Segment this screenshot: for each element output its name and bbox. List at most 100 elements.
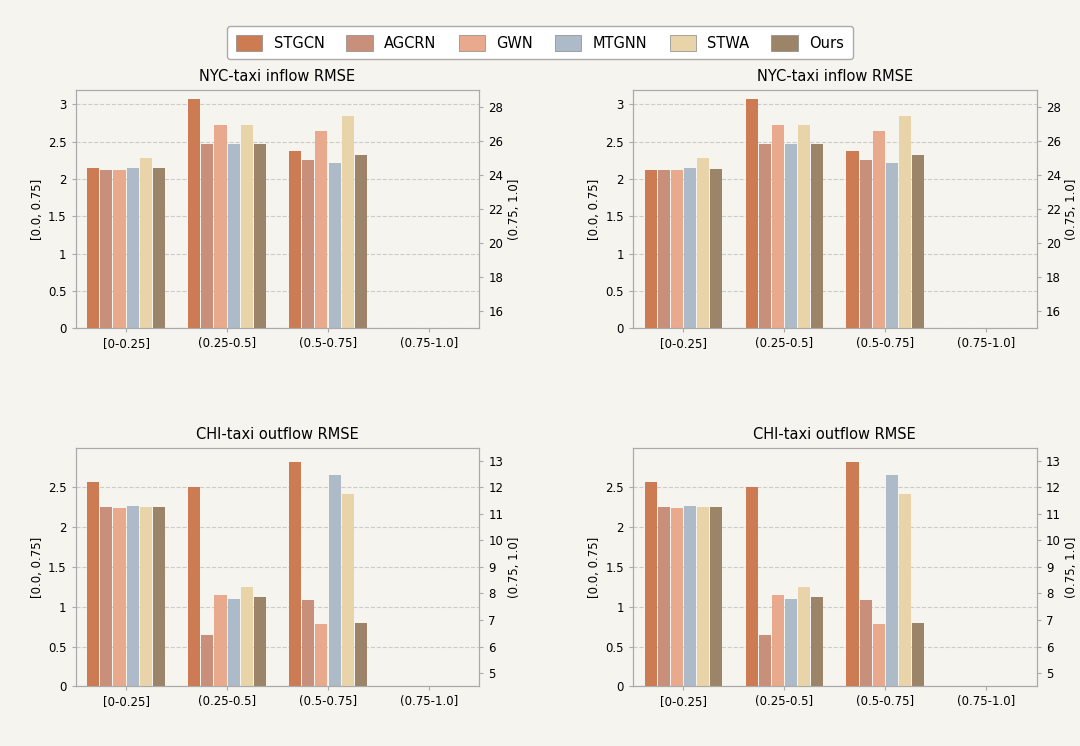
Bar xyxy=(658,507,670,686)
Bar xyxy=(254,144,266,328)
Bar xyxy=(126,168,138,328)
Bar xyxy=(645,170,657,328)
Bar xyxy=(87,482,99,686)
Bar xyxy=(201,635,214,686)
Y-axis label: (0.75, 1.0]: (0.75, 1.0] xyxy=(508,178,521,239)
Bar xyxy=(417,540,429,584)
Bar xyxy=(341,494,354,686)
Bar xyxy=(302,601,314,686)
Bar xyxy=(201,144,214,328)
Bar xyxy=(302,160,314,328)
Bar xyxy=(215,595,227,686)
Bar xyxy=(684,506,696,686)
Bar xyxy=(403,539,416,584)
Bar xyxy=(886,475,897,686)
Y-axis label: (0.75, 1.0]: (0.75, 1.0] xyxy=(508,536,521,598)
Bar xyxy=(153,168,165,328)
Bar xyxy=(847,151,859,328)
Title: CHI-taxi outflow RMSE: CHI-taxi outflow RMSE xyxy=(754,427,916,442)
Bar xyxy=(126,506,138,686)
Y-axis label: (0.75, 1.0]: (0.75, 1.0] xyxy=(1065,178,1078,239)
Bar xyxy=(341,116,354,328)
Bar xyxy=(974,540,986,584)
Bar xyxy=(289,462,301,686)
Bar xyxy=(1013,577,1025,584)
Bar xyxy=(113,170,125,328)
Bar xyxy=(745,99,757,328)
Title: NYC-taxi inflow RMSE: NYC-taxi inflow RMSE xyxy=(757,69,913,84)
Bar xyxy=(188,99,200,328)
Title: NYC-taxi inflow RMSE: NYC-taxi inflow RMSE xyxy=(200,69,355,84)
Bar xyxy=(328,163,340,328)
Bar xyxy=(873,131,885,328)
Bar xyxy=(772,125,784,328)
Bar xyxy=(289,151,301,328)
Bar xyxy=(860,601,872,686)
Bar xyxy=(811,598,823,686)
Y-axis label: [0.0, 0.75]: [0.0, 0.75] xyxy=(589,536,602,598)
Bar xyxy=(241,125,253,328)
Bar xyxy=(241,587,253,686)
Bar xyxy=(711,169,723,328)
Bar xyxy=(697,158,710,328)
Bar xyxy=(873,624,885,686)
Bar xyxy=(113,508,125,686)
Bar xyxy=(139,507,152,686)
Bar xyxy=(443,731,455,746)
Title: CHI-taxi outflow RMSE: CHI-taxi outflow RMSE xyxy=(197,427,359,442)
Bar xyxy=(811,144,823,328)
Bar xyxy=(315,131,327,328)
Bar xyxy=(1000,530,1012,584)
Bar xyxy=(153,507,165,686)
Y-axis label: [0.0, 0.75]: [0.0, 0.75] xyxy=(31,536,44,598)
Bar xyxy=(758,144,771,328)
Bar xyxy=(847,462,859,686)
Bar xyxy=(785,599,797,686)
Bar xyxy=(355,623,367,686)
Bar xyxy=(758,635,771,686)
Bar xyxy=(228,144,240,328)
Bar xyxy=(390,530,402,584)
Bar xyxy=(745,487,757,686)
Bar xyxy=(798,125,810,328)
Bar xyxy=(403,737,416,746)
Bar xyxy=(987,542,999,584)
Bar xyxy=(215,125,227,328)
Bar xyxy=(100,507,112,686)
Bar xyxy=(671,508,683,686)
Bar xyxy=(899,116,912,328)
Bar xyxy=(188,487,200,686)
Bar xyxy=(697,507,710,686)
Bar xyxy=(960,539,973,584)
Bar xyxy=(711,507,723,686)
Bar xyxy=(100,170,112,328)
Bar xyxy=(671,170,683,328)
Bar xyxy=(798,587,810,686)
Bar xyxy=(430,542,442,584)
Bar xyxy=(913,623,924,686)
Y-axis label: [0.0, 0.75]: [0.0, 0.75] xyxy=(589,178,602,239)
Bar xyxy=(254,598,266,686)
Bar xyxy=(443,530,455,584)
Bar xyxy=(645,482,657,686)
Bar xyxy=(1000,731,1012,746)
Bar xyxy=(772,595,784,686)
Bar xyxy=(658,170,670,328)
Y-axis label: (0.75, 1.0]: (0.75, 1.0] xyxy=(1065,536,1078,598)
Bar xyxy=(684,168,696,328)
Bar xyxy=(456,577,468,584)
Bar xyxy=(87,168,99,328)
Y-axis label: [0.0, 0.75]: [0.0, 0.75] xyxy=(31,178,44,239)
Bar xyxy=(355,155,367,328)
Bar xyxy=(913,155,924,328)
Bar xyxy=(139,158,152,328)
Legend: STGCN, AGCRN, GWN, MTGNN, STWA, Ours: STGCN, AGCRN, GWN, MTGNN, STWA, Ours xyxy=(227,26,853,60)
Bar xyxy=(899,494,912,686)
Bar xyxy=(886,163,897,328)
Bar xyxy=(315,624,327,686)
Bar xyxy=(328,475,340,686)
Bar xyxy=(228,599,240,686)
Bar xyxy=(947,530,959,584)
Bar xyxy=(860,160,872,328)
Bar xyxy=(785,144,797,328)
